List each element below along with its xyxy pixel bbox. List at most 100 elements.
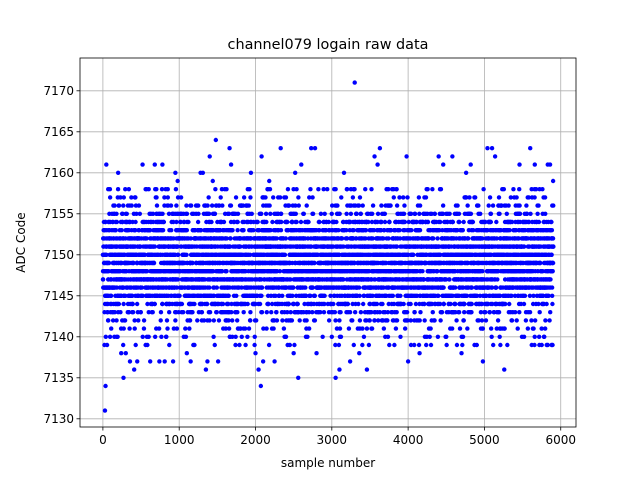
- data-point: [248, 318, 253, 323]
- data-point: [308, 187, 313, 192]
- data-point: [375, 211, 381, 216]
- data-point: [356, 285, 362, 290]
- data-point: [137, 211, 143, 216]
- data-point: [326, 219, 331, 225]
- data-point: [219, 269, 225, 274]
- data-point: [175, 277, 181, 282]
- data-point: [444, 342, 449, 348]
- data-point: [106, 318, 111, 323]
- data-point: [369, 326, 375, 331]
- data-point: [333, 187, 338, 192]
- data-point: [183, 326, 188, 331]
- data-point: [167, 310, 172, 315]
- data-point: [246, 203, 251, 208]
- data-point: [257, 301, 263, 307]
- data-point: [333, 318, 338, 323]
- data-point: [136, 203, 142, 208]
- data-point: [350, 318, 355, 323]
- data-point: [226, 293, 231, 298]
- data-point: [120, 211, 125, 216]
- data-point: [277, 195, 283, 200]
- data-point: [259, 211, 264, 216]
- data-point: [178, 195, 184, 200]
- data-point: [207, 285, 212, 290]
- data-point: [294, 187, 299, 192]
- data-point: [144, 269, 150, 274]
- data-point: [435, 334, 441, 339]
- data-point: [124, 211, 129, 216]
- data-point: [196, 203, 201, 208]
- data-point: [318, 211, 324, 216]
- data-point: [263, 195, 268, 200]
- data-point: [469, 285, 475, 290]
- data-point: [461, 219, 466, 225]
- data-point: [150, 310, 155, 315]
- data-point: [285, 187, 291, 192]
- data-point: [469, 301, 474, 307]
- data-point: [337, 318, 342, 323]
- data-point: [109, 326, 114, 331]
- data-point: [289, 318, 295, 323]
- data-point: [152, 244, 158, 249]
- data-point: [264, 326, 269, 331]
- data-point: [140, 334, 145, 339]
- data-point: [358, 211, 364, 216]
- data-point: [408, 301, 413, 307]
- data-point: [184, 252, 189, 257]
- data-point: [370, 203, 376, 208]
- data-point: [278, 211, 284, 216]
- data-point: [435, 236, 440, 241]
- data-point: [312, 260, 317, 266]
- data-point: [402, 203, 407, 208]
- data-point: [411, 252, 416, 257]
- data-point: [279, 219, 284, 225]
- data-point: [469, 310, 474, 315]
- data-point: [363, 228, 369, 233]
- data-point: [438, 187, 444, 192]
- data-point: [134, 301, 140, 307]
- data-point: [479, 318, 485, 323]
- data-point: [436, 293, 441, 298]
- data-point: [417, 211, 422, 216]
- data-point: [361, 334, 367, 339]
- data-point: [404, 310, 410, 315]
- data-point: [242, 326, 248, 331]
- data-point: [394, 203, 400, 208]
- data-point: [380, 301, 385, 307]
- data-point: [334, 219, 339, 225]
- data-point: [312, 318, 318, 323]
- data-point: [180, 310, 186, 315]
- data-point: [283, 195, 289, 200]
- data-point: [412, 211, 418, 216]
- data-point: [310, 195, 315, 200]
- data-point: [397, 228, 402, 233]
- data-point: [112, 203, 117, 208]
- data-point: [432, 211, 438, 216]
- data-point: [119, 228, 124, 233]
- data-point: [115, 187, 121, 192]
- data-point: [234, 318, 240, 323]
- data-point: [138, 310, 143, 315]
- data-point: [468, 211, 474, 216]
- data-point: [460, 228, 465, 233]
- data-point: [211, 293, 217, 298]
- data-point: [252, 342, 257, 348]
- data-point: [356, 203, 362, 208]
- data-point: [281, 326, 287, 331]
- data-point: [221, 219, 227, 225]
- data-point: [245, 301, 250, 307]
- data-point: [226, 318, 231, 323]
- data-point: [473, 195, 478, 200]
- data-point: [409, 228, 414, 233]
- data-point: [186, 219, 191, 225]
- data-point: [248, 195, 253, 200]
- data-point: [374, 301, 380, 307]
- data-point: [165, 326, 170, 331]
- data-point: [394, 310, 399, 315]
- data-point: [130, 293, 135, 298]
- data-point: [326, 318, 332, 323]
- data-point: [114, 318, 119, 323]
- data-point: [301, 211, 307, 216]
- data-point: [388, 203, 393, 208]
- data-point: [104, 252, 109, 257]
